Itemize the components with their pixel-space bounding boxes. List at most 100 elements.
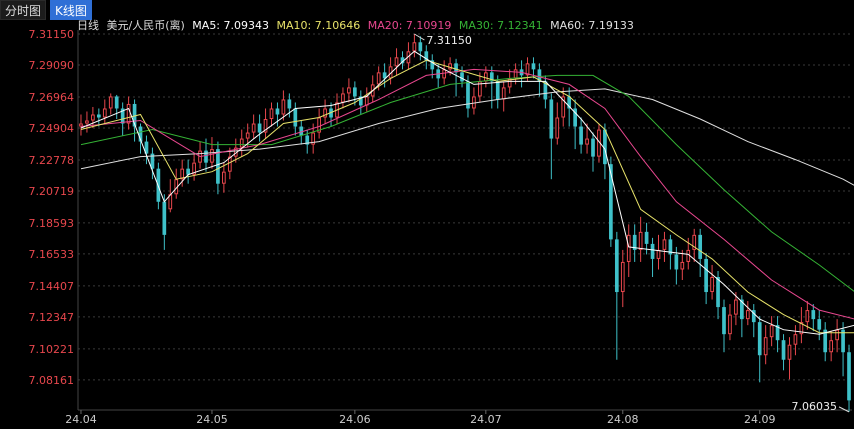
candle-body (341, 93, 345, 103)
candle-body (466, 81, 470, 109)
legend-ma20: MA20: 7.10919 (367, 19, 452, 32)
candle-body (603, 129, 607, 165)
candle (698, 228, 703, 277)
candle (781, 334, 786, 371)
candle-body (567, 96, 572, 109)
candle-body (579, 126, 583, 145)
y-tick-label: 7.22778 (29, 154, 75, 167)
candle-body (269, 108, 274, 120)
candle (555, 102, 560, 145)
candle (114, 94, 119, 120)
candle (775, 316, 780, 353)
candle (763, 325, 768, 365)
candle-body (620, 261, 625, 293)
candle-body (126, 103, 131, 124)
candle-body (108, 96, 113, 109)
candle (418, 36, 423, 61)
candle (126, 96, 131, 130)
candle (227, 147, 232, 180)
candle (751, 304, 756, 338)
candle (91, 106, 95, 129)
candle (722, 299, 726, 353)
candle (805, 301, 810, 330)
candle-body (114, 96, 119, 109)
candle (394, 48, 399, 76)
candle (174, 168, 179, 199)
candle-body (251, 123, 256, 133)
candle (317, 108, 321, 139)
legend-symbol: 美元/人民币(离) (106, 19, 185, 32)
candle (198, 141, 202, 169)
tab-kline[interactable]: K线图 (50, 0, 92, 20)
candle (531, 57, 536, 79)
candle-body (740, 299, 744, 320)
candle (132, 99, 137, 142)
candle-body (698, 234, 703, 259)
candle-body (138, 126, 143, 142)
candle-body (245, 132, 250, 139)
candle (400, 51, 405, 70)
candle (769, 316, 774, 347)
candle (186, 159, 190, 184)
candle-body (317, 117, 321, 133)
candle-body (358, 96, 363, 106)
candle-body (674, 254, 679, 270)
candle-body (227, 156, 232, 172)
candle-body (305, 135, 310, 145)
y-tick-label: 7.31150 (29, 28, 75, 41)
candle (728, 304, 732, 341)
candle-body (448, 63, 452, 70)
candle (79, 114, 83, 136)
y-tick-label: 7.08161 (29, 374, 75, 387)
candle (495, 75, 500, 109)
candle-body (662, 239, 667, 250)
candle-body (722, 307, 726, 335)
candle-body (525, 63, 530, 76)
candle-body (543, 81, 548, 100)
candle (353, 81, 357, 106)
tab-intraday[interactable]: 分时图 (0, 0, 47, 20)
candle-body (817, 319, 822, 330)
candle-body (281, 99, 286, 115)
candle-body (483, 72, 488, 82)
candle-body (150, 153, 155, 169)
candle (358, 90, 363, 115)
candle (85, 111, 89, 133)
candle-body (79, 123, 83, 127)
candle-body (382, 72, 387, 79)
candle-body (781, 340, 786, 360)
x-tick-label: 24.04 (65, 413, 97, 426)
candle (549, 93, 554, 180)
candle-body (710, 276, 714, 293)
candle (364, 87, 369, 112)
ma-legend: 日线 美元/人民币(离) MA5: 7.09343 MA10: 7.10646 … (77, 19, 638, 33)
y-tick-label: 7.26964 (29, 91, 75, 104)
candle (269, 102, 274, 127)
candle-body (650, 243, 655, 259)
max-pointer (414, 33, 425, 41)
candle (501, 81, 506, 112)
candle-body (311, 132, 316, 145)
candle-body (186, 168, 190, 175)
candle (614, 231, 619, 360)
candle-body (799, 322, 804, 335)
min-pointer (838, 406, 850, 413)
legend-ma10: MA10: 7.10646 (276, 19, 361, 32)
ma5-line (80, 50, 854, 335)
candle (591, 132, 595, 172)
candle (603, 123, 607, 180)
candle (293, 102, 298, 136)
candle-body (614, 239, 619, 293)
candle (144, 135, 149, 165)
candle-body (728, 314, 732, 335)
candle-body (680, 261, 685, 270)
candle (454, 58, 458, 97)
candle-body (412, 42, 417, 52)
candle-body (811, 310, 816, 320)
candle (841, 322, 845, 377)
candle (638, 216, 643, 262)
candle-body (835, 329, 839, 341)
candle (251, 114, 256, 139)
y-tick-label: 7.14407 (29, 280, 75, 293)
